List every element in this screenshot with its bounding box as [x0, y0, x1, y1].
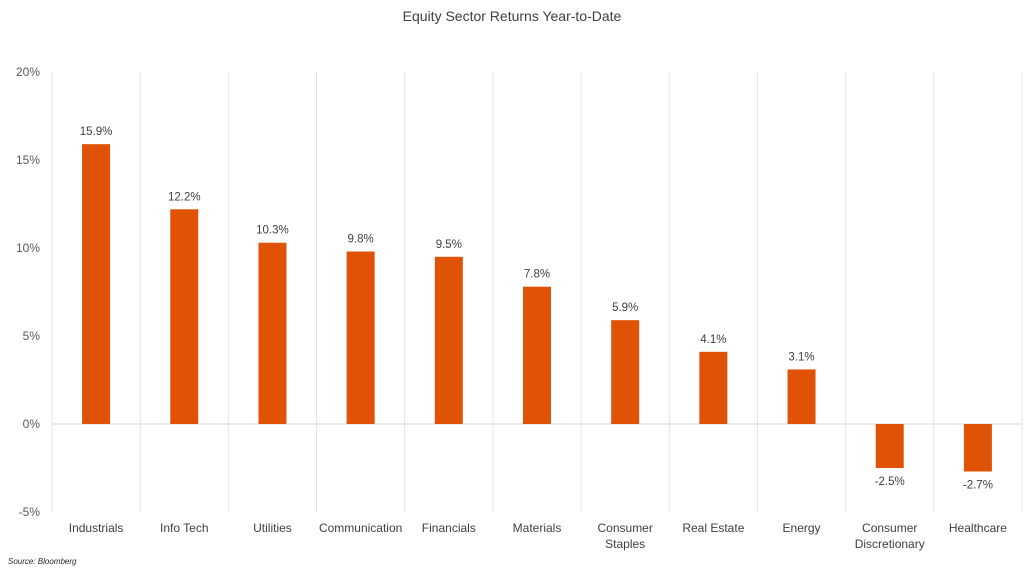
data-label: 9.8% — [348, 234, 374, 246]
data-label: -2.5% — [875, 476, 905, 488]
x-tick-label-line: Real Estate — [682, 521, 744, 535]
x-tick-label-line: Discretionary — [855, 537, 925, 551]
bar — [699, 351, 728, 424]
data-label: 10.3% — [256, 225, 289, 237]
x-tick-label: Consumer Discretionary — [855, 521, 925, 551]
bar — [346, 251, 375, 424]
y-tick-label: -5% — [19, 505, 41, 519]
bar — [611, 320, 640, 424]
x-tick-label: Real Estate — [682, 521, 744, 535]
x-tick-label-line: Consumer — [598, 521, 653, 535]
x-tick-label: Materials — [513, 521, 562, 535]
x-tick-label: Info Tech — [160, 521, 208, 535]
x-tick-label-line: Energy — [783, 521, 821, 535]
bar — [82, 144, 111, 424]
y-tick-label: 5% — [23, 329, 41, 343]
x-tick-label: Utilities — [253, 521, 292, 535]
x-tick-label: Industrials — [69, 521, 124, 535]
bars — [82, 144, 992, 472]
y-tick-label: 20% — [16, 65, 40, 79]
x-tick-label: Financials — [422, 521, 476, 535]
y-axis: 20% 15% 10% 5% 0% -5% — [16, 65, 40, 519]
data-label: 7.8% — [524, 269, 550, 281]
bar — [170, 209, 199, 424]
x-tick-label-line: Materials — [513, 521, 562, 535]
x-axis: Industrials Info Tech Utilities Communicati… — [69, 521, 1008, 551]
bar — [258, 242, 287, 424]
x-tick-label-line: Financials — [422, 521, 476, 535]
bar — [523, 286, 551, 424]
chart-title: Equity Sector Returns Year-to-Date — [403, 8, 622, 24]
bar — [787, 369, 816, 424]
x-tick-label: Communication — [319, 521, 402, 535]
bar — [963, 424, 992, 472]
x-tick-label: Energy — [783, 521, 821, 535]
x-tick-label-line: Info Tech — [160, 521, 208, 535]
x-tick-label-line: Staples — [605, 537, 645, 551]
data-label: 4.1% — [700, 334, 726, 346]
x-tick-label-line: Industrials — [69, 521, 124, 535]
data-label: 12.2% — [168, 191, 201, 203]
data-label: 9.5% — [436, 239, 462, 251]
data-label: -2.7% — [963, 480, 993, 492]
y-tick-label: 15% — [16, 153, 40, 167]
y-tick-label: 10% — [16, 241, 40, 255]
data-label: 5.9% — [612, 302, 638, 314]
data-label: 3.1% — [788, 351, 814, 363]
data-labels: 15.9% 12.2% 10.3% 9.8% 9.5% 7.8% 5.9% 4.1% 3.1% -… — [80, 126, 993, 491]
x-tick-label-line: Communication — [319, 521, 402, 535]
source-note: Source: Bloomberg — [8, 557, 77, 566]
y-tick-label: 0% — [23, 417, 41, 431]
x-tick-label-line: Healthcare — [949, 521, 1007, 535]
bar — [875, 424, 904, 468]
x-tick-label: Healthcare — [949, 521, 1007, 535]
x-tick-label-line: Consumer — [862, 521, 917, 535]
x-tick-label: Consumer Staples — [598, 521, 653, 551]
data-label: 15.9% — [80, 126, 113, 138]
x-tick-label-line: Utilities — [253, 521, 292, 535]
bar — [434, 256, 463, 424]
